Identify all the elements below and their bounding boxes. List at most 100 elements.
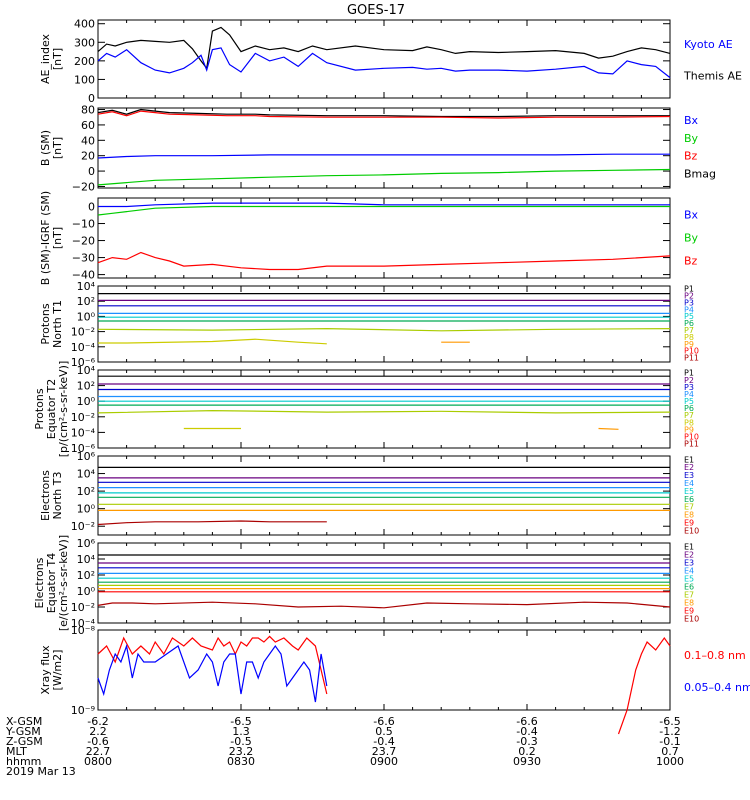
y-axis-label: [nT]: [51, 48, 64, 70]
ephemeris-value: 23.7: [372, 745, 397, 758]
panel-xr: 10⁻⁹ 10⁻⁸ Xray flux [W/m2] 0.1–0.8 nm 0.05–0.…: [39, 624, 750, 735]
ephemeris-value: -6.2: [87, 715, 108, 728]
legend-entry: E9: [684, 606, 694, 615]
ephemeris-value: 1.3: [232, 725, 250, 738]
y-tick-label: −40: [72, 269, 95, 282]
y-tick-label: 400: [74, 18, 95, 31]
y-axis-label: Equator T4: [45, 553, 58, 613]
panel-bi: −40 −30 −20 −10 0 B (SM)-IGRF (SM) [nT] Bx By Bz: [39, 191, 699, 285]
panel-frame: [97, 369, 671, 449]
series-b-by: [97, 168, 671, 186]
legend-entry: E2: [684, 463, 694, 472]
legend-entry: P7: [684, 411, 694, 420]
y-tick-label: 10⁻⁸: [71, 624, 96, 637]
series-xr-0-05-0-4-nm: [97, 643, 328, 703]
y-axis-label: Protons: [33, 388, 46, 429]
legend-entry: P3: [684, 383, 694, 392]
series-ae-themis-ae: [97, 26, 671, 70]
legend-entry: P2: [684, 291, 694, 300]
date-label: 2019 Mar 13: [6, 765, 76, 778]
legend-entry: P11: [684, 440, 699, 449]
y-tick-label: 10⁰: [77, 503, 96, 516]
y-tick-label: 10⁻²: [71, 326, 95, 339]
ephemeris-value: -6.5: [230, 715, 251, 728]
x-tick-label: 0800: [84, 755, 112, 768]
y-tick-label: 10⁻⁴: [71, 341, 96, 354]
legend-entry: P9: [684, 340, 694, 349]
y-tick-label: 10⁻²: [71, 520, 95, 533]
series-pe-p9: [598, 427, 619, 430]
series-bi-bz: [97, 251, 671, 271]
ephemeris-value: -6.5: [659, 715, 680, 728]
legend-entry: By: [684, 132, 699, 145]
y-tick-label: −30: [72, 252, 95, 265]
panel-pn: 10⁻⁶ 10⁻⁴ 10⁻² 10⁰ 10² 10⁴ Protons North T1 P1P2…: [39, 280, 699, 369]
y-tick-label: 10⁻²: [71, 411, 95, 424]
panel-frame: [97, 19, 671, 99]
y-tick-label: 10⁶: [77, 450, 96, 463]
y-axis-label: [p/(cm²-s-sr-keV)]: [57, 361, 70, 458]
series-bi-by: [97, 205, 670, 216]
ephemeris-value: -0.4: [516, 725, 537, 738]
legend-entry: E1: [684, 542, 694, 551]
legend-entry: E6: [684, 495, 694, 504]
series-xr-0-1-0-8-nm-late-: [617, 636, 671, 735]
y-axis-label: AE_index: [39, 33, 52, 84]
y-tick-label: 100: [74, 73, 95, 86]
y-tick-label: 300: [74, 36, 95, 49]
x-tick-label: 0900: [370, 755, 398, 768]
legend-entry: E2: [684, 550, 694, 559]
y-axis-label: B (SM): [39, 130, 52, 166]
legend-entry: P10: [684, 347, 699, 356]
ephemeris-value: 0.2: [518, 745, 536, 758]
y-tick-label: 40: [81, 134, 95, 147]
legend-entry: P2: [684, 376, 694, 385]
legend-entry: Bx: [684, 209, 699, 222]
legend-entry: P1: [684, 369, 694, 378]
legend-entry: P11: [684, 354, 699, 363]
y-tick-label: 10⁶: [77, 537, 96, 550]
ephemeris-label: X-GSM: [6, 715, 42, 728]
x-tick-label: 0930: [513, 755, 541, 768]
legend-entry: E10: [684, 526, 699, 535]
legend-entry: Bz: [684, 254, 698, 267]
series-en-e9: [97, 520, 327, 526]
legend-entry: E8: [684, 511, 694, 520]
ephemeris-label: MLT: [6, 745, 27, 758]
panel-frame: [97, 107, 671, 189]
legend-entry: P3: [684, 298, 694, 307]
y-tick-label: −20: [72, 180, 95, 193]
y-tick-label: 0: [88, 165, 95, 178]
ephemeris-value: 0.7: [661, 745, 679, 758]
series-bi-bx: [98, 202, 670, 208]
series-pn-p8: [98, 338, 327, 345]
ephemeris-value: -0.5: [230, 735, 251, 748]
series-ae-kyoto-ae: [97, 47, 671, 79]
ephemeris-value: 2.2: [89, 725, 107, 738]
y-tick-label: 10⁴: [77, 280, 96, 293]
legend-entry: P9: [684, 425, 694, 434]
y-tick-label: 10²: [77, 485, 95, 498]
y-tick-label: 10⁻⁶: [71, 442, 96, 455]
y-axis-label: B (SM)-IGRF (SM): [39, 191, 52, 285]
legend-entry: E4: [684, 479, 694, 488]
ephemeris-value: -1.2: [659, 725, 680, 738]
panel-b: −20 0 20 40 60 80 B (SM) [nT] Bx By Bz Bmag: [39, 104, 716, 194]
legend-entry: E10: [684, 614, 699, 623]
legend-entry: E6: [684, 582, 694, 591]
x-tick-label: 0830: [227, 755, 255, 768]
y-tick-label: 10⁰: [77, 310, 96, 323]
ephemeris-table: X-GSM -6.2 -6.5 -6.6 -6.6 -6.5Y-GSM 2.2 1.3 0.5-…: [5, 715, 684, 768]
legend-entry: Themis AE: [683, 69, 742, 82]
ephemeris-label: Z-GSM: [6, 735, 43, 748]
y-tick-label: 10⁻²: [71, 601, 95, 614]
legend-entry: P8: [684, 418, 694, 427]
legend-entry: E8: [684, 598, 694, 607]
legend-entry: E5: [684, 574, 694, 583]
y-tick-label: 60: [81, 119, 95, 132]
legend-entry: Kyoto AE: [684, 38, 733, 51]
y-tick-label: 10⁰: [77, 585, 96, 598]
y-tick-label: 10²: [77, 380, 95, 393]
legend-entry: E1: [684, 455, 694, 464]
ephemeris-value: 23.2: [229, 745, 254, 758]
